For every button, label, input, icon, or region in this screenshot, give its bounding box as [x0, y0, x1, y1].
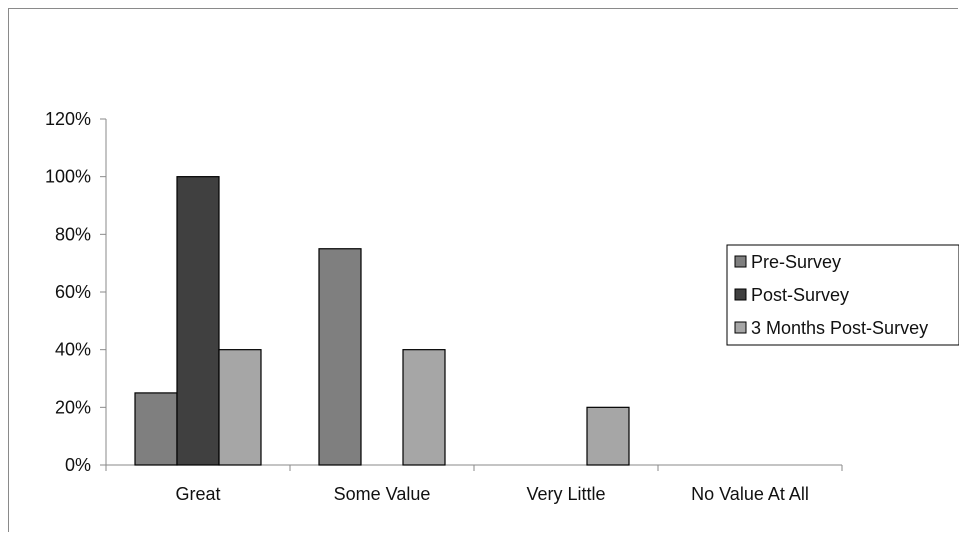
- legend-label: Pre-Survey: [751, 252, 841, 272]
- legend-swatch: [734, 255, 747, 268]
- bar: [402, 349, 446, 466]
- legend-swatch: [734, 288, 747, 301]
- y-tick-label: 40%: [55, 340, 91, 360]
- x-tick-label: Very Little: [526, 484, 605, 504]
- y-tick-label: 100%: [45, 167, 91, 187]
- x-axis: Great Some Value Very Little No Value At Al…: [105, 464, 843, 504]
- bar: [586, 406, 630, 466]
- bar: [176, 176, 220, 466]
- legend-swatch: [734, 321, 747, 334]
- y-tick-label: 80%: [55, 224, 91, 244]
- y-tick-label: 120%: [45, 109, 91, 129]
- bar: [218, 349, 262, 466]
- legend-box: [726, 244, 959, 346]
- legend-label: Post-Survey: [751, 285, 849, 305]
- y-tick-label: 60%: [55, 282, 91, 302]
- bar: [134, 392, 178, 466]
- x-tick-label: Great: [175, 484, 220, 504]
- y-tick-label: 20%: [55, 397, 91, 417]
- legend: Pre-Survey Post-Survey 3 Months Post-Surve…: [726, 244, 959, 346]
- chart-frame: [8, 8, 958, 532]
- x-tick-label: No Value At All: [691, 484, 809, 504]
- y-axis: 0% 20% 40% 60% 80% 100% 120%: [45, 109, 107, 475]
- x-tick-label: Some Value: [334, 484, 431, 504]
- legend-label: 3 Months Post-Survey: [751, 318, 928, 338]
- bar: [318, 248, 362, 466]
- bars: [134, 176, 630, 466]
- y-tick-label: 0%: [65, 455, 91, 475]
